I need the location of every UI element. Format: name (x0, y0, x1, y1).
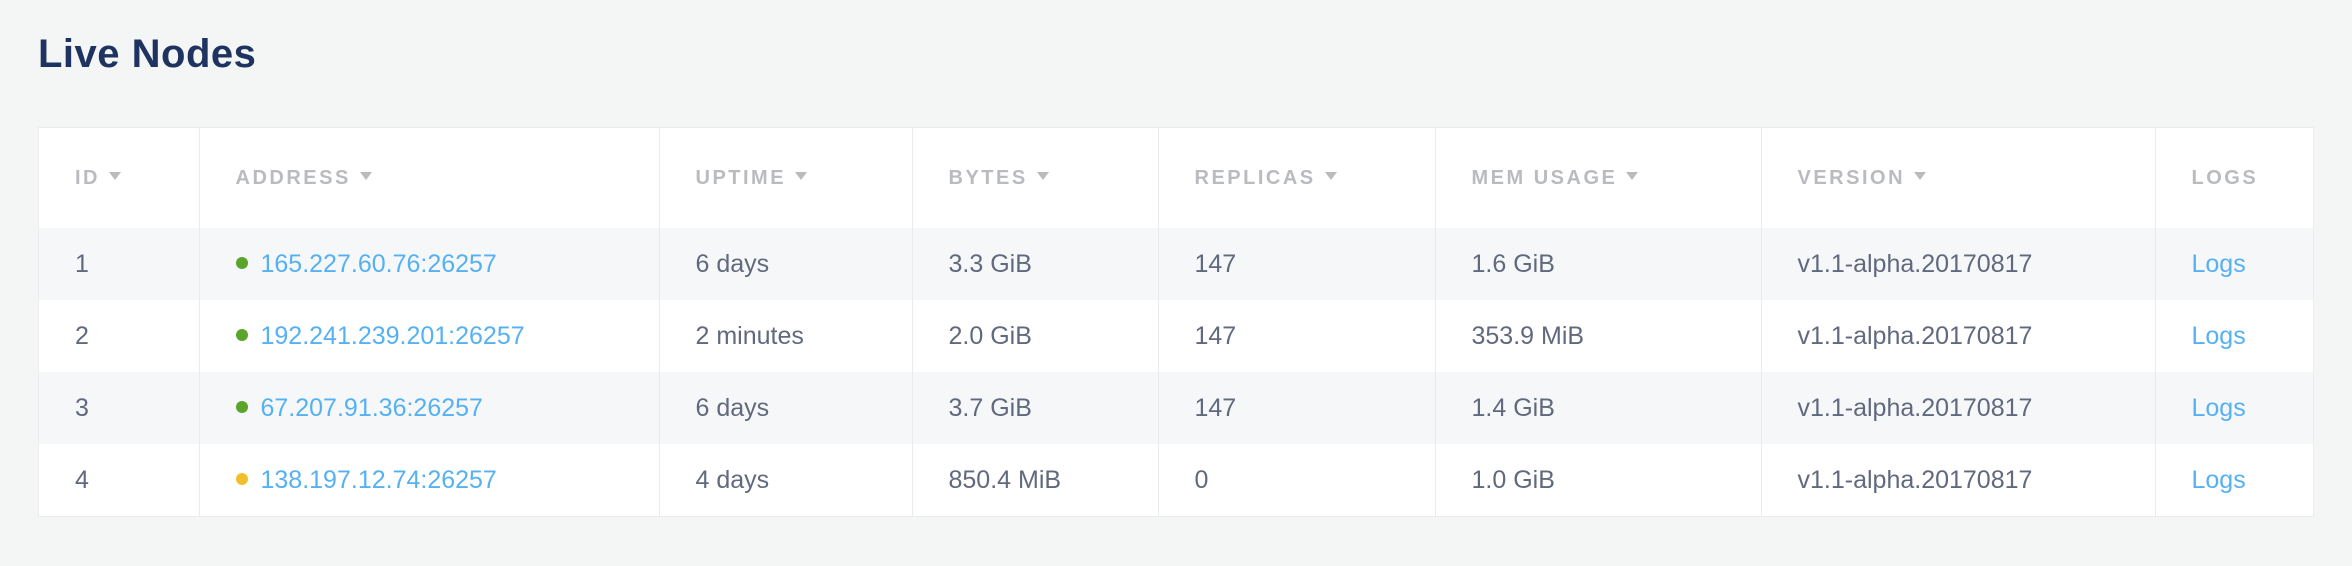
column-header-uptime[interactable]: UPTIME (658, 128, 912, 228)
node-mem-usage-cell: 1.4 GiB (1434, 372, 1761, 444)
column-header-mem-usage[interactable]: MEM USAGE (1434, 128, 1761, 228)
node-address-cell: 192.241.239.201:26257 (198, 300, 659, 372)
column-header-id[interactable]: ID (39, 128, 199, 228)
node-bytes-cell: 2.0 GiB (911, 300, 1158, 372)
node-address-cell: 67.207.91.36:26257 (198, 372, 659, 444)
node-mem-usage-cell: 1.6 GiB (1434, 228, 1761, 300)
table-row: 2 192.241.239.201:26257 2 minutes 2.0 Gi… (39, 300, 2313, 372)
node-bytes-cell: 3.7 GiB (911, 372, 1158, 444)
node-status-icon (235, 256, 248, 269)
node-address-link[interactable]: 67.207.91.36:26257 (260, 393, 483, 422)
node-status-icon (235, 328, 248, 341)
node-address-link[interactable]: 138.197.12.74:26257 (260, 465, 497, 494)
column-header-label: ID (75, 166, 100, 189)
table-row: 4 138.197.12.74:26257 4 days 850.4 MiB 0… (39, 444, 2313, 516)
page-title: Live Nodes (38, 32, 257, 76)
column-header-address[interactable]: ADDRESS (198, 128, 659, 228)
node-address-link[interactable]: 192.241.239.201:26257 (260, 321, 525, 350)
node-replicas-cell: 0 (1157, 444, 1435, 516)
column-header-label: VERSION (1797, 166, 1906, 189)
node-uptime-cell: 6 days (658, 372, 912, 444)
node-uptime-cell: 6 days (658, 228, 912, 300)
node-logs-cell: Logs (2154, 228, 2313, 300)
node-logs-cell: Logs (2154, 444, 2313, 516)
logs-link[interactable]: Logs (2191, 465, 2246, 494)
sort-arrow-icon (1324, 172, 1337, 181)
node-address-cell: 138.197.12.74:26257 (198, 444, 659, 516)
sort-arrow-icon (359, 172, 372, 181)
column-header-bytes[interactable]: BYTES (911, 128, 1158, 228)
column-header-label: ADDRESS (235, 166, 351, 189)
node-id-cell: 1 (39, 228, 199, 300)
node-id-cell: 2 (39, 300, 199, 372)
logs-link[interactable]: Logs (2191, 393, 2246, 422)
column-header-label: LOGS (2191, 166, 2259, 189)
node-version-cell: v1.1-alpha.20170817 (1760, 228, 2155, 300)
node-status-icon (235, 472, 248, 485)
sort-arrow-icon (1626, 172, 1639, 181)
column-header-label: REPLICAS (1194, 166, 1316, 189)
node-replicas-cell: 147 (1157, 372, 1435, 444)
node-id-cell: 3 (39, 372, 199, 444)
column-header-replicas[interactable]: REPLICAS (1157, 128, 1435, 228)
column-header-version[interactable]: VERSION (1760, 128, 2155, 228)
node-uptime-cell: 2 minutes (658, 300, 912, 372)
node-uptime-cell: 4 days (658, 444, 912, 516)
node-replicas-cell: 147 (1157, 300, 1435, 372)
header-row: ID ADDRESS UPTIME BYTES REPLICAS MEM USA… (39, 128, 2313, 228)
column-header-label: UPTIME (695, 166, 787, 189)
column-header-label: MEM USAGE (1471, 166, 1618, 189)
node-version-cell: v1.1-alpha.20170817 (1760, 300, 2155, 372)
sort-arrow-icon (1914, 172, 1927, 181)
logs-link[interactable]: Logs (2191, 321, 2246, 350)
node-logs-cell: Logs (2154, 372, 2313, 444)
sort-arrow-icon (1036, 172, 1049, 181)
table-row: 1 165.227.60.76:26257 6 days 3.3 GiB 147… (39, 228, 2313, 300)
node-id-cell: 4 (39, 444, 199, 516)
node-status-icon (235, 400, 248, 413)
column-header-logs: LOGS (2154, 128, 2313, 228)
node-replicas-cell: 147 (1157, 228, 1435, 300)
node-logs-cell: Logs (2154, 300, 2313, 372)
node-bytes-cell: 850.4 MiB (911, 444, 1158, 516)
node-mem-usage-cell: 1.0 GiB (1434, 444, 1761, 516)
logs-link[interactable]: Logs (2191, 249, 2246, 278)
table-row: 3 67.207.91.36:26257 6 days 3.7 GiB 147 … (39, 372, 2313, 444)
node-address-cell: 165.227.60.76:26257 (198, 228, 659, 300)
sort-arrow-icon (109, 172, 121, 181)
node-version-cell: v1.1-alpha.20170817 (1760, 372, 2155, 444)
node-address-link[interactable]: 165.227.60.76:26257 (260, 249, 497, 278)
live-nodes-page: Live Nodes ID ADDRESS UPTIME BYTES REPLI… (38, 32, 2314, 517)
column-header-label: BYTES (948, 166, 1028, 189)
node-bytes-cell: 3.3 GiB (911, 228, 1158, 300)
node-mem-usage-cell: 353.9 MiB (1434, 300, 1761, 372)
live-nodes-table: ID ADDRESS UPTIME BYTES REPLICAS MEM USA… (38, 127, 2314, 517)
node-version-cell: v1.1-alpha.20170817 (1760, 444, 2155, 516)
sort-arrow-icon (795, 172, 808, 181)
